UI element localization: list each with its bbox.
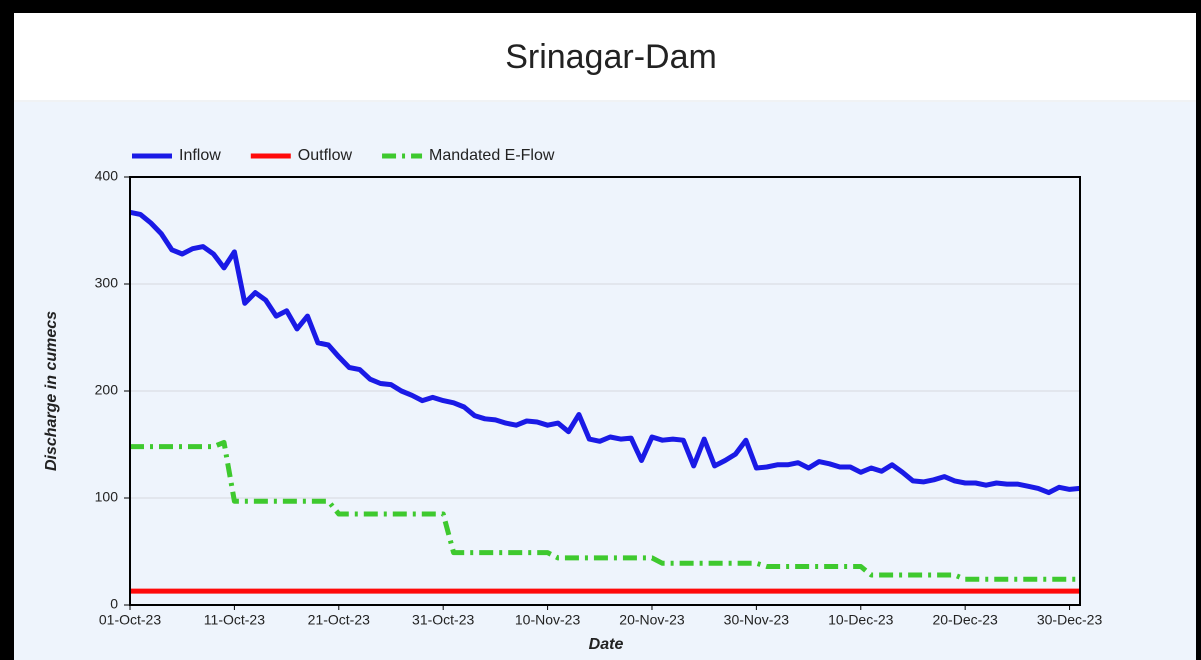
x-tick-label: 31-Oct-23 xyxy=(412,612,474,628)
x-tick-label: 20-Dec-23 xyxy=(932,612,998,628)
x-tick-label: 21-Oct-23 xyxy=(308,612,370,628)
x-tick-label: 30-Nov-23 xyxy=(724,612,790,628)
x-tick-label: 11-Oct-23 xyxy=(204,612,265,628)
x-tick-label: 30-Dec-23 xyxy=(1037,612,1103,628)
x-tick-label: 10-Dec-23 xyxy=(828,612,894,628)
y-tick-label: 200 xyxy=(95,382,119,398)
y-tick-label: 0 xyxy=(110,596,118,612)
legend-label: Inflow xyxy=(179,147,221,164)
legend-label: Outflow xyxy=(298,147,353,164)
legend-label: Mandated E-Flow xyxy=(429,147,555,164)
y-tick-label: 100 xyxy=(95,489,119,505)
x-tick-label: 10-Nov-23 xyxy=(515,612,581,628)
chart-title: Srinagar-Dam xyxy=(505,38,717,76)
y-axis-label: Discharge in cumecs xyxy=(43,311,60,471)
y-tick-label: 400 xyxy=(95,168,119,184)
series-line xyxy=(130,439,1080,582)
y-tick-label: 300 xyxy=(95,275,119,291)
x-axis-label: Date xyxy=(589,636,624,653)
chart-background xyxy=(14,102,1196,660)
x-tick-label: 20-Nov-23 xyxy=(619,612,685,628)
series-line xyxy=(129,209,1081,496)
x-tick-label: 01-Oct-23 xyxy=(99,612,161,628)
